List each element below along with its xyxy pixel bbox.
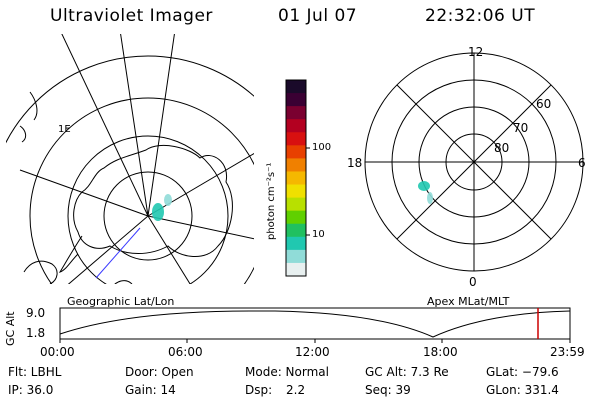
colorbar-segment: [286, 158, 306, 172]
lon-line: [147, 34, 175, 217]
colorbar-frame: [285, 79, 307, 277]
lat-circle: [6, 55, 254, 144]
time-tick-0000: 00:00: [40, 345, 75, 359]
colorbar-tick-100: 100: [312, 142, 332, 153]
altitude-curve: [59, 310, 571, 338]
door-info: Door: Open: [125, 365, 194, 379]
seq-info: Seq: 39: [365, 383, 411, 397]
aurora-emission: [164, 194, 172, 206]
mlt-label-0: 0: [469, 275, 477, 289]
altitude-axis-label: GC Alt: [4, 311, 17, 346]
glon-info: GLon: 331.4: [486, 383, 559, 397]
time-tick-1200: 12:00: [295, 345, 330, 359]
lon-line: [61, 34, 149, 217]
colorbar-segment: [286, 171, 306, 186]
coastline: [73, 145, 233, 257]
time-label: 22:32:06 UT: [425, 6, 536, 26]
colorbar-segment: [286, 145, 306, 159]
colorbar-segment: [286, 210, 306, 225]
left-map-label: Geographic Lat/Lon: [67, 295, 175, 308]
filter-info: Flt: LBHL: [8, 365, 62, 379]
time-tick-2359: 23:59: [550, 345, 585, 359]
date-label: 01 Jul 07: [278, 6, 358, 26]
dsp-value: 2.2: [286, 383, 306, 397]
colorbar-segment: [286, 223, 306, 238]
dsp-label: Dsp:: [245, 383, 273, 397]
altitude-tick-1-8: 1.8: [26, 326, 46, 340]
coast-fragment: [114, 280, 133, 284]
lon-line: [19, 169, 149, 217]
time-tick-1800: 18:00: [423, 345, 458, 359]
gain-info: Gain: 14: [125, 383, 176, 397]
colorbar-tick-10: 10: [312, 229, 325, 240]
lat-label: 1E: [58, 124, 71, 135]
aurora-emission: [418, 181, 430, 191]
lon-line: [147, 215, 254, 240]
colorbar-segment: [286, 184, 306, 199]
gc-alt-info: GC Alt: 7.3 Re: [365, 365, 449, 379]
ip-info: IP: 36.0: [8, 383, 54, 397]
colorbar-segment: [286, 197, 306, 212]
peninsula: [58, 235, 83, 273]
mlt-label-12: 12: [468, 45, 484, 59]
colorbar-segment: [286, 132, 306, 146]
lat-circle: [67, 135, 229, 284]
lon-line: [67, 215, 149, 284]
mlt-label-18: 18: [347, 156, 363, 170]
colorbar-segment: [286, 262, 306, 277]
time-tick-0600: 06:00: [168, 345, 203, 359]
satellite-track: [95, 227, 141, 279]
right-map-label: Apex MLat/MLT: [427, 295, 510, 308]
colorbar-segment: [286, 106, 306, 120]
lon-line: [147, 215, 191, 284]
lat-circle: [103, 171, 193, 261]
mlat-label-80: 80: [494, 141, 510, 155]
coast-fragment: [23, 260, 58, 284]
mlat-label-60: 60: [536, 97, 552, 111]
colorbar-segment: [286, 80, 306, 94]
lon-line: [120, 34, 149, 217]
instrument-title: Ultraviolet Imager: [50, 6, 213, 26]
colorbar-segment: [286, 236, 306, 251]
glat-info: GLat: −79.6: [486, 365, 559, 379]
colorbar-segment: [286, 249, 306, 264]
aurora-emission: [427, 192, 433, 204]
mode-info: Mode: Normal: [245, 365, 329, 379]
aurora-emission: [152, 203, 164, 221]
colorbar-segment: [286, 119, 306, 133]
altitude-tick-9: 9.0: [26, 306, 46, 320]
colorbar-segment: [286, 93, 306, 107]
lat-circle: [29, 97, 254, 284]
coast-fragment: [19, 91, 38, 143]
mlt-line: [396, 84, 552, 240]
mlat-label-70: 70: [513, 121, 529, 135]
mlt-label-6: 6: [578, 156, 586, 170]
